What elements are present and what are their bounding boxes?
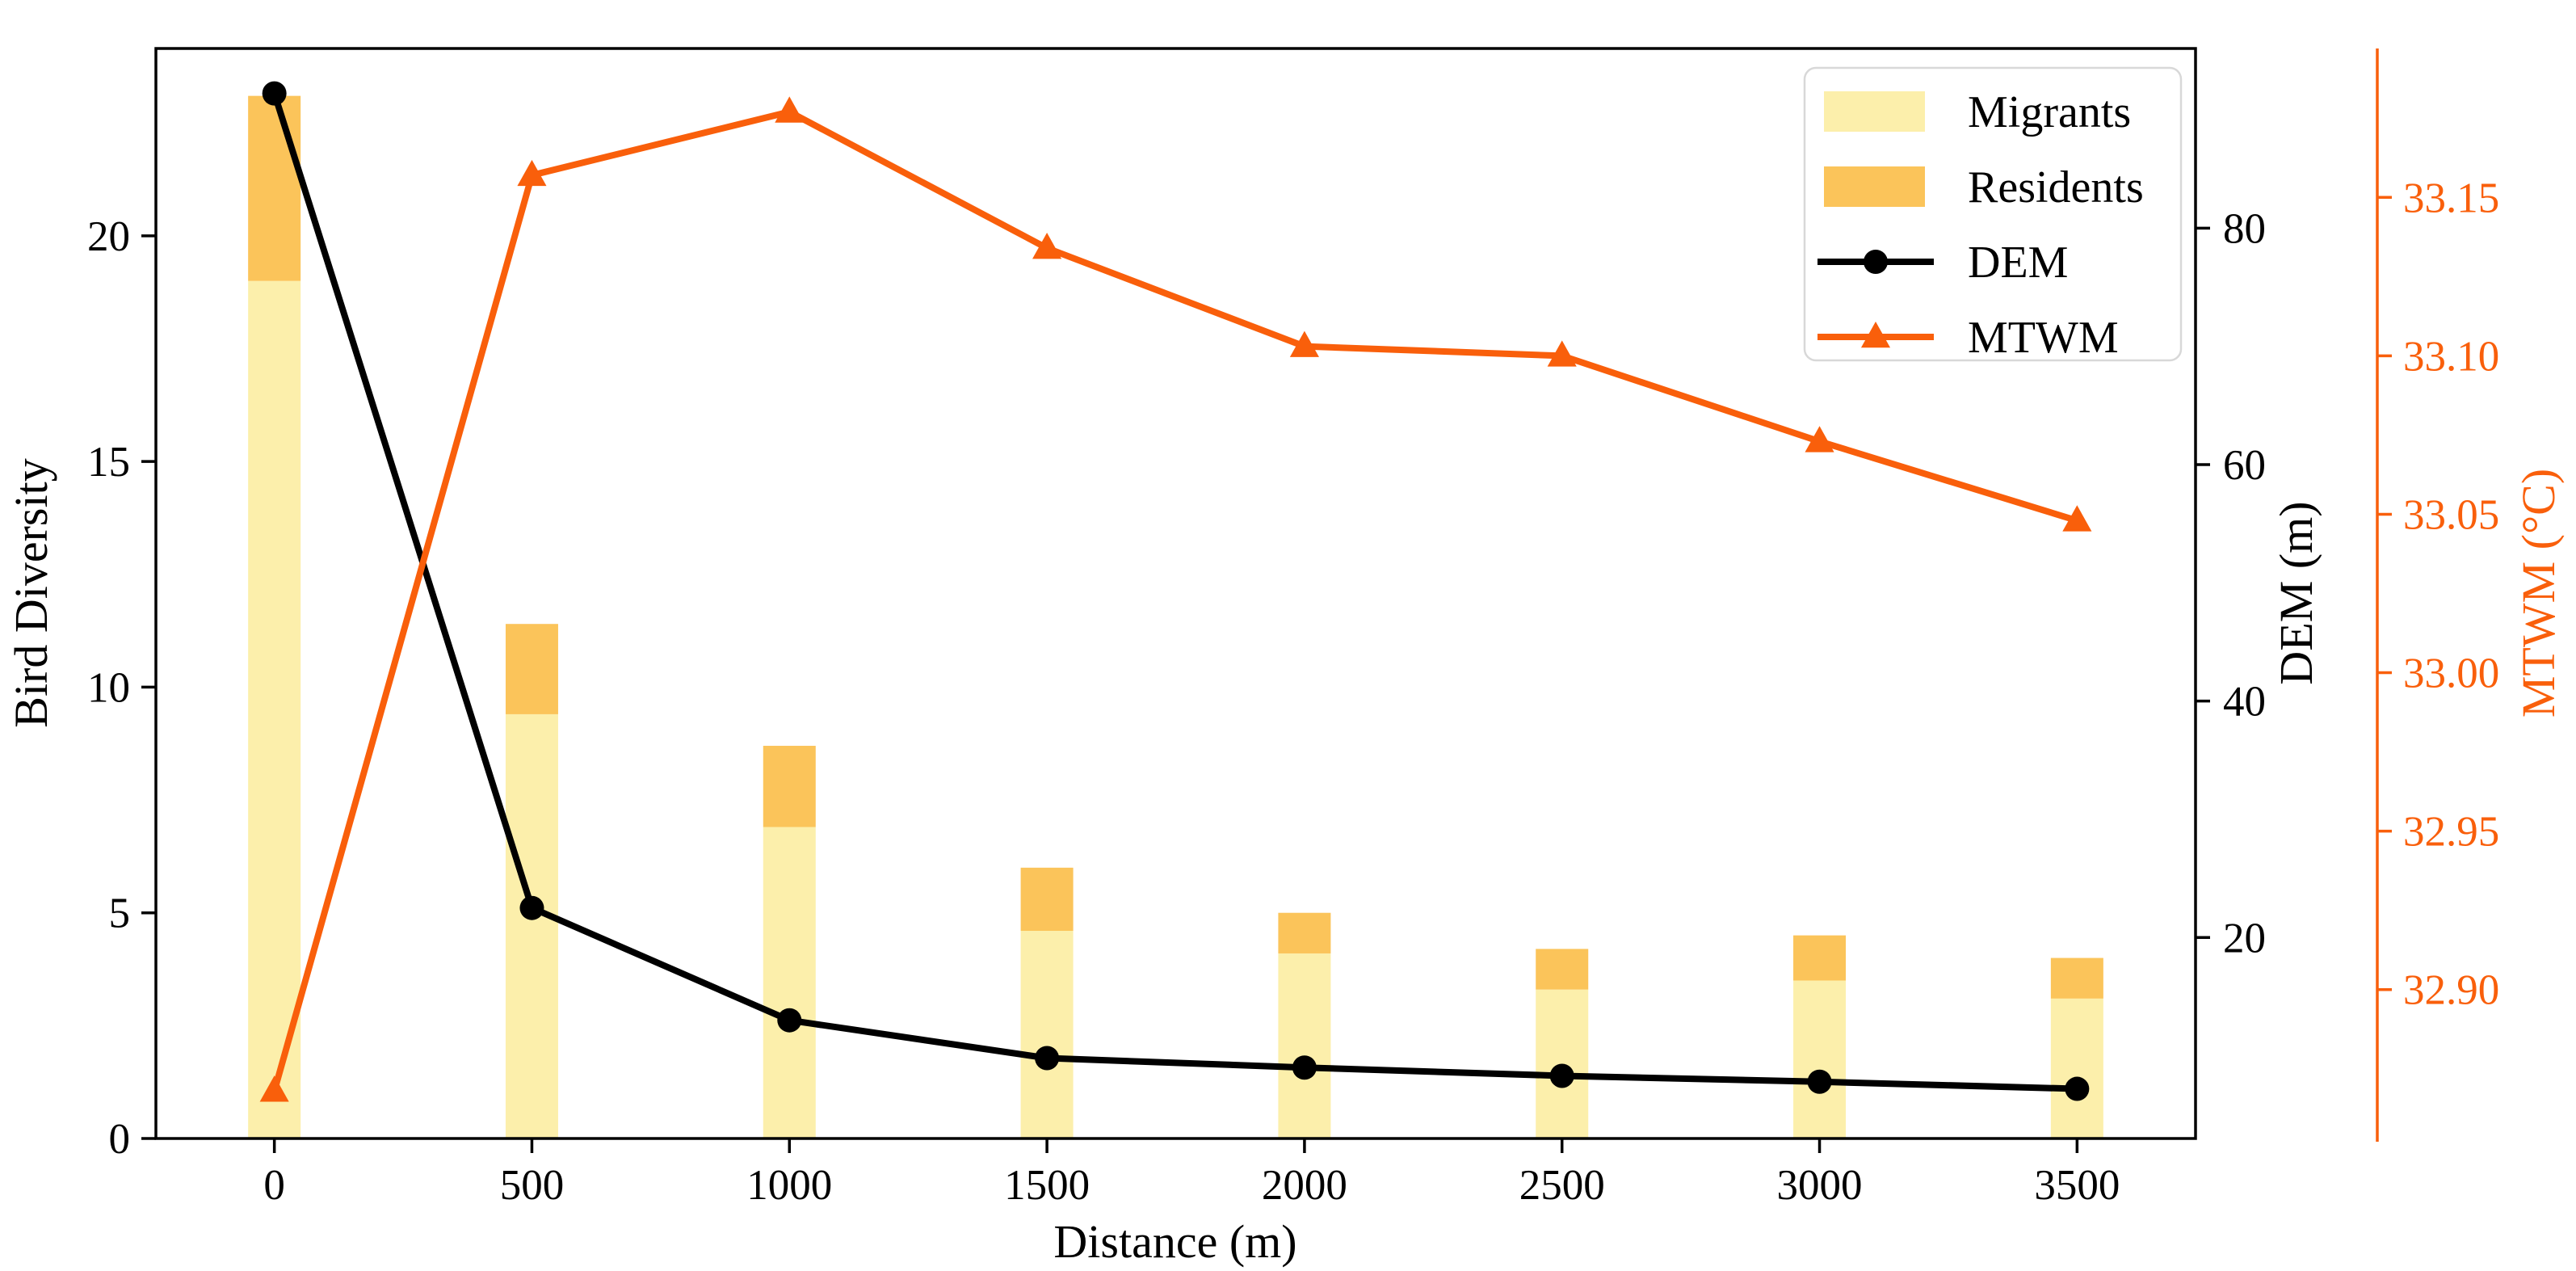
bars-group [248, 95, 2103, 1139]
bar-migrants [505, 713, 558, 1138]
bar-residents [248, 95, 301, 281]
y-tick-label: 0 [109, 1116, 131, 1163]
mtwm-tick-label: 32.95 [2403, 809, 2499, 856]
mtwm-axis-title: MTWM (°C) [2512, 469, 2565, 718]
mtwm-marker [2062, 505, 2092, 532]
mtwm-marker [517, 159, 547, 187]
plot-frame [154, 47, 2197, 1140]
y-tick-label: 15 [87, 439, 130, 486]
dem-series [262, 81, 2090, 1101]
mtwm-marker [1860, 322, 1891, 348]
legend-swatch-residents [1824, 166, 1925, 207]
x-tick-label: 1000 [746, 1162, 832, 1209]
bar-residents [1020, 867, 1074, 932]
legend-label: Migrants [1968, 87, 2131, 137]
bar-residents [1278, 912, 1331, 953]
legend-swatch-migrants [1824, 91, 1925, 132]
dem-tick-label: 80 [2223, 205, 2266, 252]
bar-migrants [1020, 931, 1074, 1138]
dem-marker [1292, 1055, 1317, 1080]
mtwm-marker [1547, 340, 1577, 367]
dem-line [271, 92, 2078, 1092]
x-tick-label: 1500 [1004, 1162, 1090, 1209]
mtwm-marker [1032, 233, 1062, 259]
bar-residents [1793, 935, 1847, 981]
legend-box [1803, 66, 2183, 362]
dem-marker [519, 895, 544, 920]
y-axis-mtwm: 32.90 32.95 33.00 33.05 33.10 33.15 [2376, 48, 2499, 1142]
x-tick-label: 2000 [1262, 1162, 1347, 1209]
x-axis: 0 500 1000 1500 2000 2500 3000 3500 [263, 1138, 2120, 1209]
mtwm-marker [1289, 330, 1319, 357]
mtwm-tick-label: 33.10 [2403, 333, 2499, 380]
bar-residents [2050, 957, 2103, 999]
x-tick-label: 2500 [1519, 1162, 1605, 1209]
dem-marker [777, 1008, 802, 1033]
dem-tick-label: 40 [2223, 679, 2266, 726]
x-axis-title: Distance (m) [1053, 1215, 1296, 1268]
x-tick-label: 500 [500, 1162, 565, 1209]
x-tick-label: 0 [263, 1162, 285, 1209]
y-tick-label: 10 [87, 664, 130, 711]
mtwm-marker [259, 1075, 289, 1102]
bar-migrants [248, 280, 301, 1139]
legend-label: MTWM [1968, 313, 2119, 363]
dem-tick-label: 20 [2223, 915, 2266, 962]
legend-label: DEM [1968, 238, 2068, 288]
mtwm-marker [1805, 426, 1834, 452]
dem-marker [1807, 1069, 1832, 1094]
mtwm-marker [775, 96, 805, 123]
y-tick-label: 20 [87, 213, 130, 260]
dem-marker [1549, 1063, 1574, 1088]
y-axis-left: 0 5 10 15 20 [87, 213, 156, 1163]
x-tick-label: 3000 [1777, 1162, 1863, 1209]
legend-circle-marker [1864, 250, 1888, 274]
dem-marker [2065, 1076, 2090, 1101]
legend: Migrants Residents DEM MTWM [1803, 66, 2183, 363]
mtwm-tick-label: 32.90 [2403, 967, 2499, 1014]
mtwm-series [259, 96, 2092, 1102]
bar-residents [1536, 949, 1589, 990]
x-tick-label: 3500 [2034, 1162, 2120, 1209]
dem-axis-title: DEM (m) [2270, 501, 2322, 684]
legend-label: Residents [1968, 162, 2144, 213]
y-axis-dem: 20 40 60 80 [2196, 205, 2266, 962]
bar-residents [505, 624, 558, 714]
left-axis-title: Bird Diversity [5, 458, 57, 727]
bar-migrants [763, 827, 816, 1138]
bar-migrants [2050, 998, 2103, 1138]
bar-migrants [1278, 953, 1331, 1138]
mtwm-line [271, 108, 2078, 1092]
bar-migrants [1793, 980, 1847, 1138]
bar-residents [763, 746, 816, 827]
mtwm-tick-label: 33.05 [2403, 491, 2499, 538]
mtwm-tick-label: 33.00 [2403, 650, 2499, 697]
dem-marker [1035, 1046, 1060, 1071]
mtwm-tick-label: 33.15 [2403, 175, 2499, 221]
dem-tick-label: 60 [2223, 442, 2266, 489]
y-tick-label: 5 [109, 890, 131, 937]
dem-marker [262, 81, 287, 106]
